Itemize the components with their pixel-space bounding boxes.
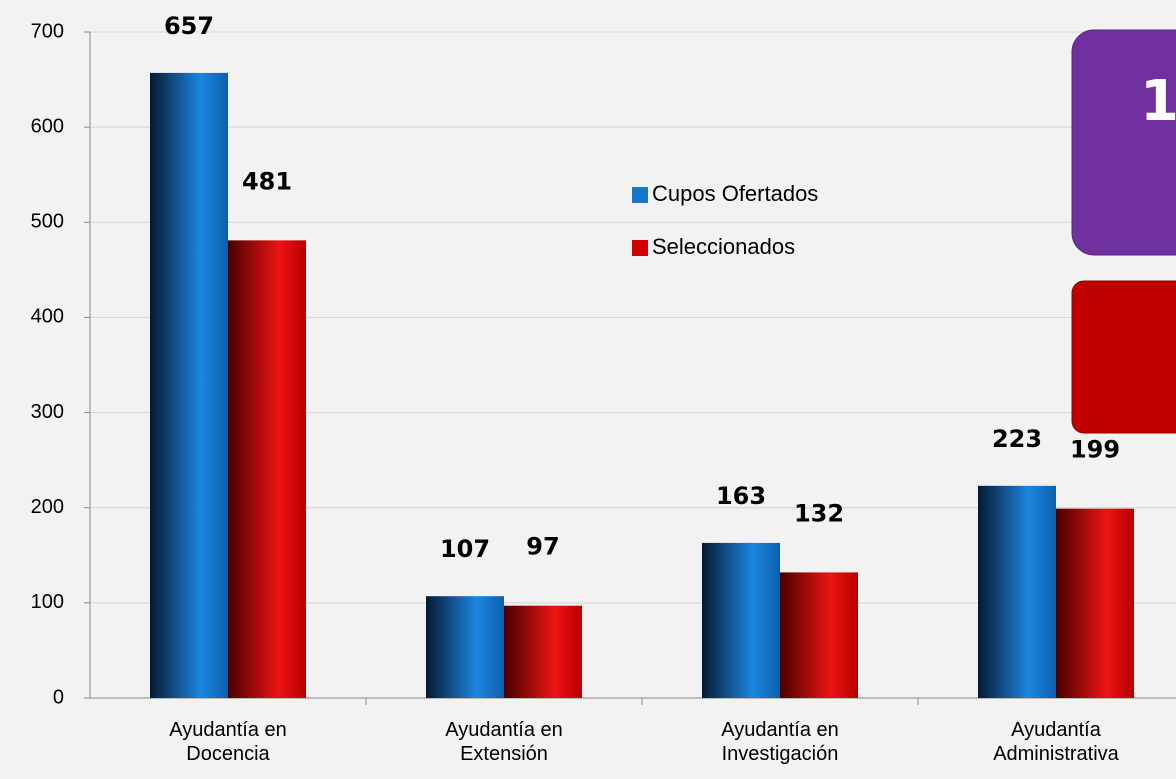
data-label: 163 — [716, 482, 766, 510]
data-label: 107 — [440, 535, 490, 563]
x-tick-label: Ayudantía Administrativa — [993, 719, 1119, 765]
callout-box — [1071, 29, 1176, 256]
bar — [150, 72, 228, 698]
y-tick-label: 100 — [31, 591, 64, 613]
y-tick-label: 400 — [31, 306, 64, 328]
x-tick-label: Ayudantía en Extensión — [445, 719, 563, 765]
callout-text: 1 — [1140, 69, 1176, 134]
data-label: 481 — [242, 167, 292, 195]
callout-box — [1071, 280, 1176, 434]
y-tick-label: 600 — [31, 115, 64, 137]
bar — [978, 485, 1056, 698]
bar — [426, 596, 504, 698]
y-tick-label: 500 — [31, 211, 64, 233]
data-label: 199 — [1070, 436, 1120, 464]
legend-swatch — [632, 240, 648, 256]
y-tick-label: 700 — [31, 20, 64, 42]
legend-label: Seleccionados — [652, 234, 795, 259]
y-tick-label: 300 — [31, 401, 64, 423]
y-tick-label: 0 — [53, 686, 64, 708]
y-tick-label: 200 — [31, 496, 64, 518]
bar — [228, 240, 306, 698]
bar — [702, 542, 780, 698]
bar — [780, 572, 858, 698]
data-label: 132 — [794, 499, 844, 527]
x-tick-label: Ayudantía en Docencia — [169, 719, 287, 765]
legend-label: Cupos Ofertados — [652, 181, 818, 206]
bar — [1056, 508, 1134, 698]
legend-swatch — [632, 187, 648, 203]
x-tick-label: Ayudantía en Investigación — [721, 719, 839, 765]
data-label: 657 — [164, 12, 214, 40]
data-label: 223 — [992, 425, 1042, 453]
data-label: 97 — [526, 533, 559, 561]
bar — [504, 605, 582, 698]
